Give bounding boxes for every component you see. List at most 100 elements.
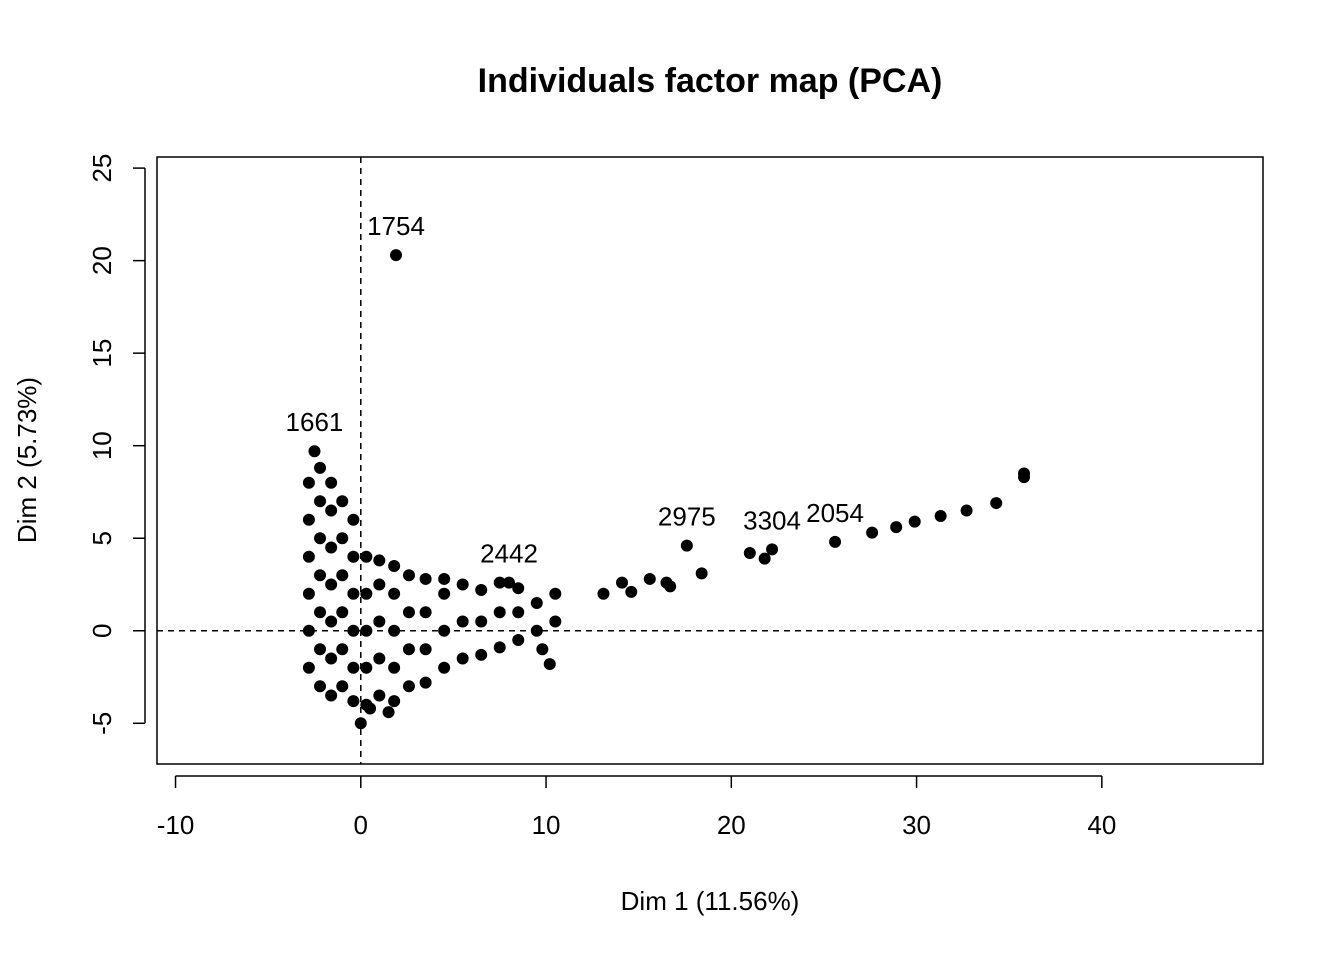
point: [456, 578, 469, 591]
point-label: 2975: [658, 502, 716, 532]
point: [419, 643, 432, 656]
point: [373, 615, 386, 628]
y-tick-label: 0: [87, 624, 117, 638]
point: [302, 476, 315, 489]
point: [419, 676, 432, 689]
point: [314, 680, 327, 693]
point: [347, 695, 360, 708]
point: [314, 569, 327, 582]
point: [493, 576, 506, 589]
point: [308, 445, 321, 458]
point: [325, 504, 338, 517]
point: [419, 606, 432, 619]
point: [402, 680, 415, 693]
point: [314, 495, 327, 508]
point: [388, 559, 401, 572]
point: [475, 615, 488, 628]
point: [456, 652, 469, 665]
point: [934, 510, 947, 523]
x-tick-label: -10: [157, 810, 195, 840]
plot-frame: [156, 156, 1264, 765]
point: [502, 576, 515, 589]
point: [389, 249, 402, 262]
point: [336, 606, 349, 619]
y-axis-label: Dim 2 (5.73%): [12, 377, 42, 543]
point: [866, 526, 879, 539]
point: [347, 661, 360, 674]
point: [302, 661, 315, 674]
point: [493, 641, 506, 654]
point: [438, 587, 451, 600]
point: [960, 504, 973, 517]
point: [314, 532, 327, 545]
point: [302, 550, 315, 563]
point: [1018, 467, 1031, 480]
point: [743, 547, 756, 560]
point: [695, 567, 708, 580]
point: [829, 535, 842, 548]
point: [758, 552, 771, 565]
point: [336, 495, 349, 508]
point-label: 1661: [286, 407, 344, 437]
point: [382, 706, 395, 719]
point: [402, 606, 415, 619]
point: [347, 624, 360, 637]
point: [302, 513, 315, 526]
point: [360, 550, 373, 563]
point: [373, 578, 386, 591]
point: [336, 569, 349, 582]
point: [336, 532, 349, 545]
point: [347, 550, 360, 563]
point: [766, 543, 779, 556]
point: [438, 572, 451, 585]
point: [373, 652, 386, 665]
point: [402, 569, 415, 582]
point: [325, 689, 338, 702]
point: [890, 521, 903, 534]
x-tick-label: 10: [532, 810, 561, 840]
point: [373, 689, 386, 702]
point: [347, 513, 360, 526]
x-tick-label: 20: [717, 810, 746, 840]
point: [302, 587, 315, 600]
x-tick-label: 0: [354, 810, 368, 840]
y-tick-label: 5: [87, 531, 117, 545]
point: [512, 606, 525, 619]
point: [314, 461, 327, 474]
point: [360, 587, 373, 600]
point: [438, 624, 451, 637]
point: [493, 606, 506, 619]
point: [597, 587, 610, 600]
x-axis-label: Dim 1 (11.56%): [621, 886, 800, 916]
point: [314, 606, 327, 619]
point-label: 1754: [367, 211, 425, 241]
point: [325, 578, 338, 591]
point: [360, 661, 373, 674]
x-tick-label: 30: [902, 810, 931, 840]
point: [908, 515, 921, 528]
point: [660, 576, 673, 589]
point: [990, 497, 1003, 510]
point: [536, 643, 549, 656]
point: [360, 624, 373, 637]
point: [402, 643, 415, 656]
x-tick-label: 40: [1087, 810, 1116, 840]
point: [512, 582, 525, 595]
point: [438, 661, 451, 674]
point: [325, 615, 338, 628]
point-label: 2442: [480, 539, 538, 569]
point: [643, 572, 656, 585]
point-label: 2054: [806, 498, 864, 528]
y-tick-label: 10: [87, 431, 117, 460]
point: [325, 541, 338, 554]
point: [475, 584, 488, 597]
point: [302, 624, 315, 637]
point: [388, 587, 401, 600]
y-tick-label: -5: [87, 712, 117, 735]
point: [388, 661, 401, 674]
point: [475, 648, 488, 661]
point: [388, 624, 401, 637]
point: [625, 585, 638, 598]
point: [419, 572, 432, 585]
